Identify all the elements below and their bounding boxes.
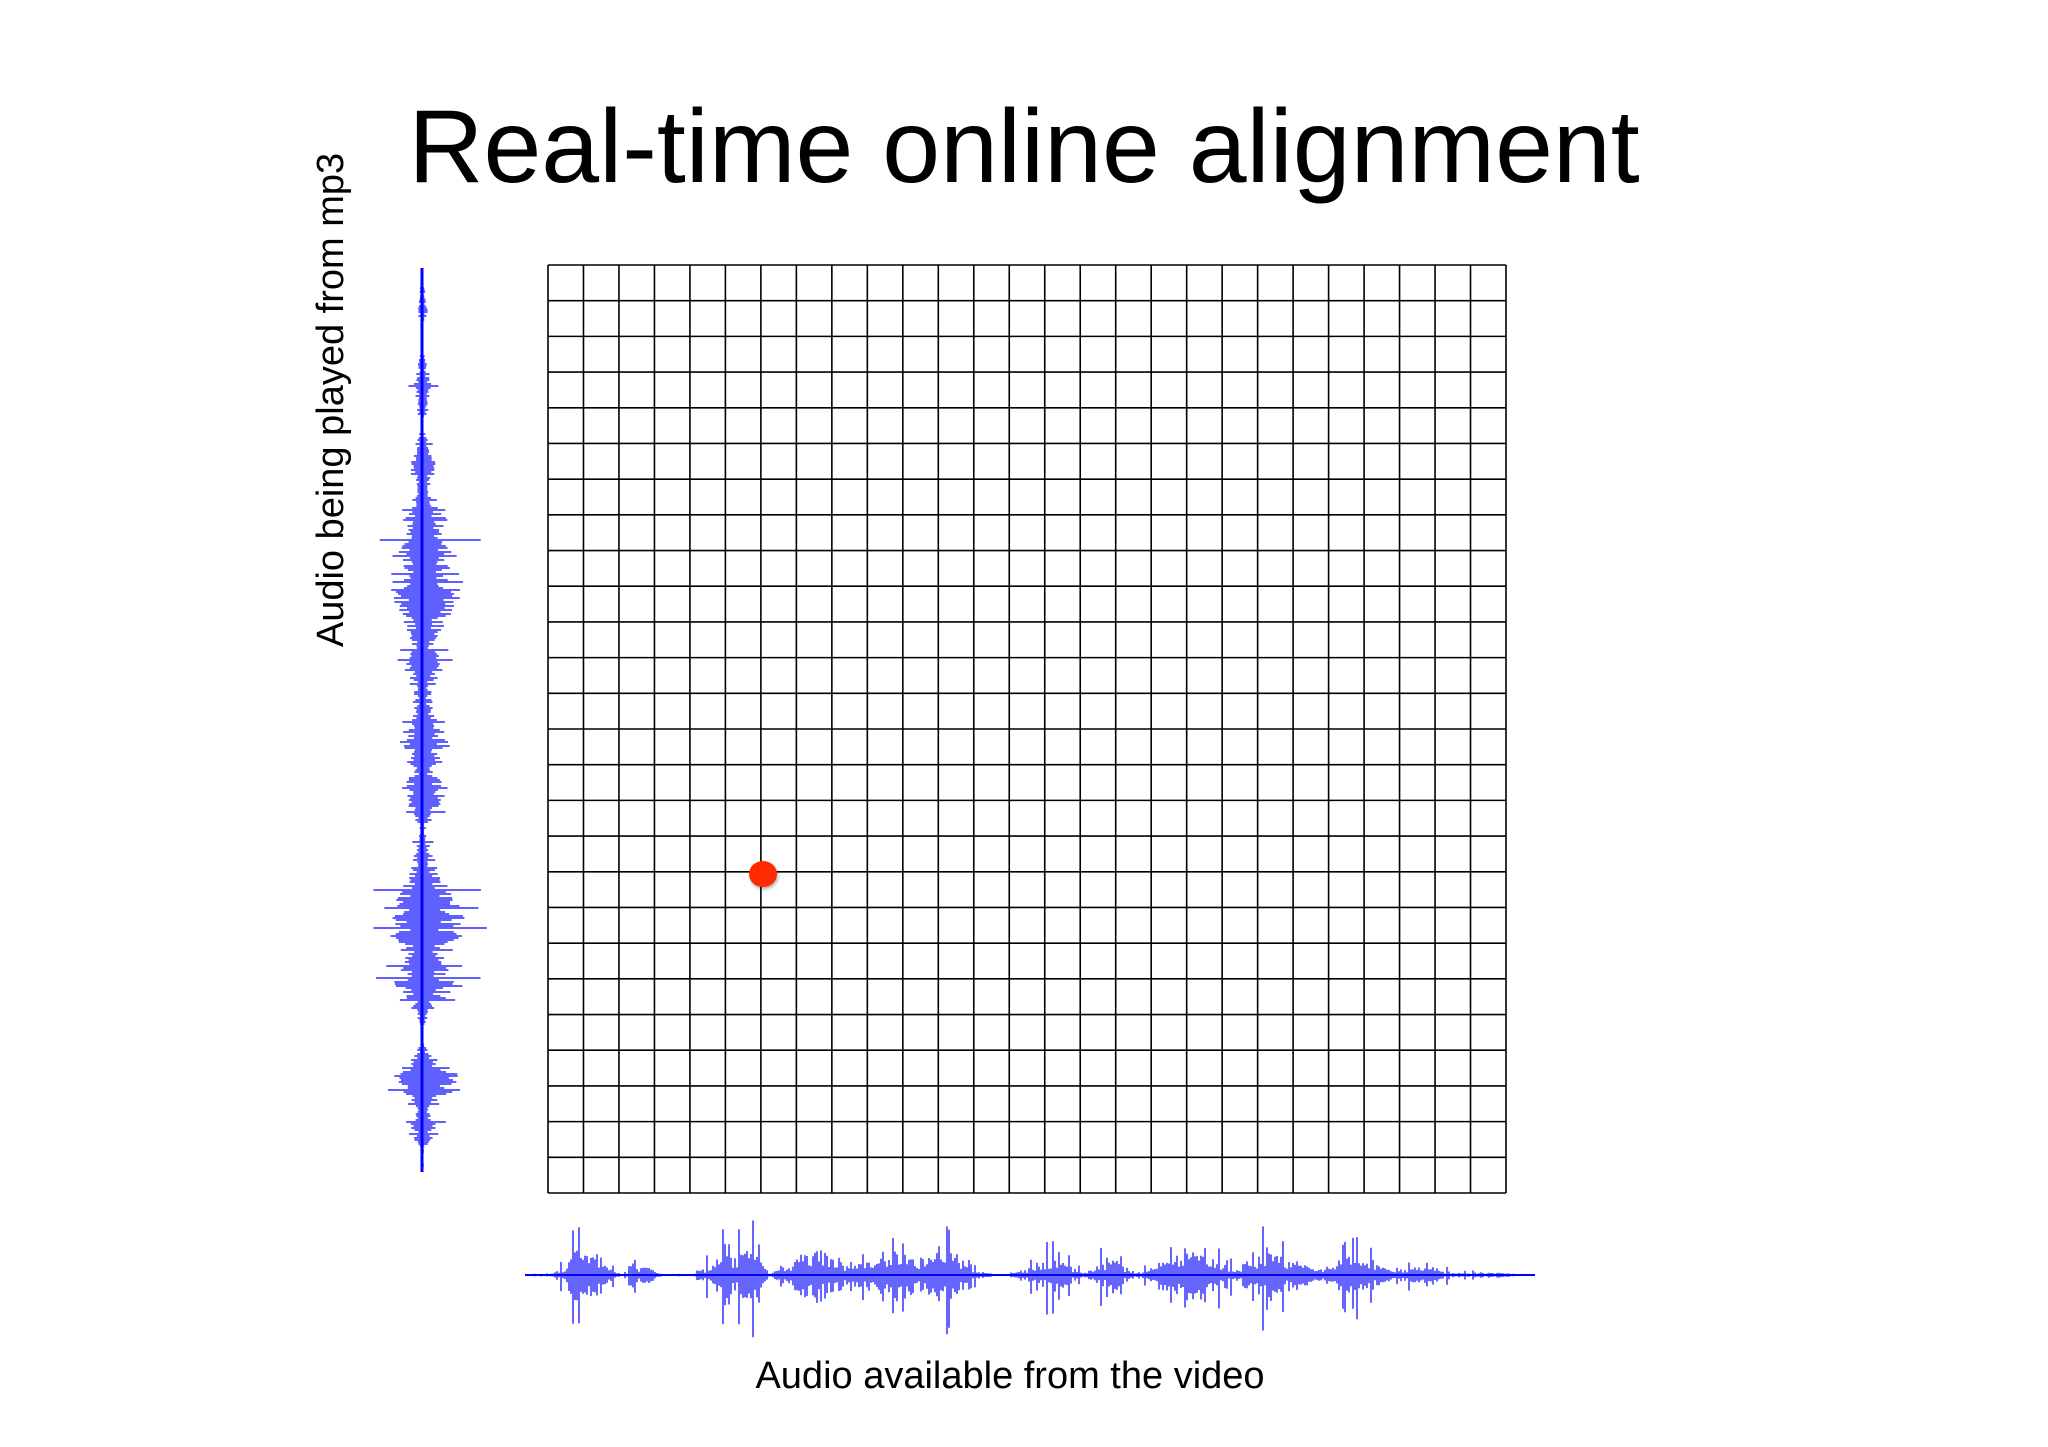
slide-title: Real-time online alignment — [408, 89, 1640, 205]
x-axis-label: Audio available from the video — [755, 1355, 1265, 1397]
video-audio-waveform — [525, 1220, 1535, 1338]
alignment-position-marker — [748, 860, 777, 887]
y-axis-label: Audio being played from mp3 — [310, 152, 352, 648]
alignment-grid — [547, 264, 1507, 1194]
mp3-audio-waveform — [373, 268, 487, 1172]
